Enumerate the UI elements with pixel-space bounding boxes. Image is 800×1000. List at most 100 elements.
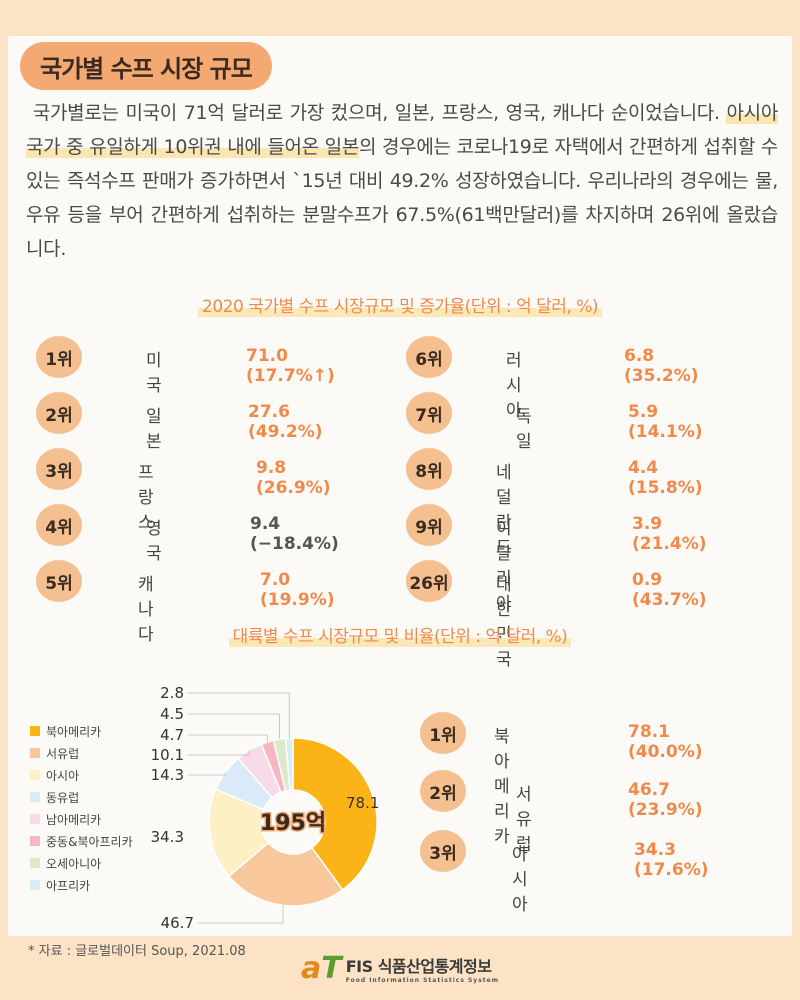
pie-value-label: 10.1	[151, 746, 184, 764]
country-value: 5.9 (14.1%)	[628, 402, 703, 442]
pie-title-text: 대륙별 수프 시장규모 및 비율(단위 : 억 달러, %)	[228, 627, 572, 647]
legend-item: 아시아	[30, 764, 133, 786]
legend-swatch	[30, 770, 40, 780]
country-name: 러시아	[506, 351, 522, 421]
rank-badge: 6위	[406, 336, 452, 378]
legend-item: 남아메리카	[30, 808, 133, 830]
country-value: 4.4 (15.8%)	[628, 458, 703, 498]
pie-value-label: 2.8	[160, 684, 184, 702]
rank-badge: 3위	[36, 448, 82, 490]
logo-sub-text: Food Information Statistics System	[345, 976, 499, 984]
logo-text: FIS 식품산업통계정보 Food Information Statistics…	[346, 953, 499, 984]
footer-logo: aT FIS 식품산업통계정보 Food Information Statist…	[0, 948, 800, 988]
continent-value: 46.7 (23.9%)	[628, 780, 703, 820]
country-name: 이탈리아	[496, 519, 512, 614]
country-value: 9.8 (26.9%)	[256, 458, 331, 498]
rank-badge: 9위	[406, 504, 452, 546]
pie-leader-line	[198, 905, 284, 924]
section-title: 국가별 수프 시장 규모	[20, 42, 272, 90]
ranking-title-text: 2020 국가별 수프 시장규모 및 증가율(단위 : 억 달러, %)	[198, 297, 602, 317]
legend-swatch	[30, 748, 40, 758]
logo-main-text: FIS 식품산업통계정보	[345, 956, 492, 976]
legend-item: 동유럽	[30, 786, 133, 808]
logo-letter-t: T	[321, 950, 342, 986]
continent-value: 34.3 (17.6%)	[634, 840, 709, 880]
pie-center-label: 195억	[260, 811, 326, 836]
country-name: 프랑스	[138, 463, 154, 533]
rank-badge: 1위	[420, 712, 466, 754]
legend-item: 중동&북아프리카	[30, 830, 133, 852]
at-logo-icon: aT	[301, 951, 342, 986]
country-value: 0.9 (43.7%)	[632, 570, 707, 610]
legend-swatch	[30, 814, 40, 824]
country-name: 미국	[146, 351, 162, 396]
pie-slice	[292, 737, 378, 891]
legend-label: 아시아	[46, 768, 80, 783]
legend-label: 남아메리카	[46, 812, 102, 827]
pie-leader-line	[188, 734, 268, 743]
legend-label: 오세아니아	[46, 856, 102, 871]
legend-item: 북아메리카	[30, 720, 133, 742]
legend-item: 서유럽	[30, 742, 133, 764]
continent-value: 78.1 (40.0%)	[628, 722, 703, 762]
legend-item: 오세아니아	[30, 852, 133, 874]
country-value: 9.4 (−18.4%)	[250, 514, 339, 554]
pie-leader-line	[188, 750, 250, 756]
pie-value-label: 78.1	[346, 794, 379, 812]
legend-item: 아프리카	[30, 874, 133, 896]
legend-label: 북아메리카	[46, 724, 102, 739]
ranking-title: 2020 국가별 수프 시장규모 및 증가율(단위 : 억 달러, %)	[8, 292, 792, 317]
pie-leader-line	[188, 692, 290, 739]
country-name: 네덜란드	[496, 463, 512, 558]
pie-slice	[208, 788, 270, 878]
country-value: 7.0 (19.9%)	[260, 570, 335, 610]
country-name: 독일	[516, 407, 532, 452]
continent-name: 서유럽	[516, 785, 532, 855]
country-value: 27.6 (49.2%)	[248, 402, 323, 442]
pie-slice	[227, 841, 344, 907]
rank-badge: 2위	[36, 392, 82, 434]
legend-label: 동유럽	[46, 790, 80, 805]
rank-badge: 1위	[36, 336, 82, 378]
legend-swatch	[30, 726, 40, 736]
country-name: 캐나다	[138, 575, 154, 645]
rank-badge: 2위	[420, 770, 466, 812]
pie-leader-line	[188, 772, 226, 776]
continent-name: 북아메리카	[494, 727, 510, 847]
rank-badge: 7위	[406, 392, 452, 434]
country-name: 영국	[146, 519, 162, 564]
legend-label: 아프리카	[46, 878, 91, 893]
legend-swatch	[30, 792, 40, 802]
legend-label: 중동&북아프리카	[46, 834, 133, 849]
pie-chart: 78.1 46.7 34.3 14.3 10.1 4.7 4.5 2.8 195억	[151, 684, 380, 932]
country-value: 3.9 (21.4%)	[632, 514, 707, 554]
content-panel: 국가별 수프 시장 규모 국가별로는 미국이 71억 달러로 가장 컸으며, 일…	[8, 36, 792, 959]
country-name: 일본	[146, 407, 162, 452]
pie-value-label: 14.3	[151, 766, 184, 784]
legend-label: 서유럽	[46, 746, 80, 761]
rank-badge: 4위	[36, 504, 82, 546]
pie-slice	[284, 737, 294, 791]
pie-value-label: 34.3	[151, 828, 184, 846]
pie-value-label: 4.7	[160, 726, 184, 744]
country-value: 6.8 (35.2%)	[624, 346, 699, 386]
pie-title: 대륙별 수프 시장규모 및 비율(단위 : 억 달러, %)	[8, 622, 792, 647]
continent-name: 아시아	[512, 845, 528, 915]
intro-part1: 국가별로는 미국이 71억 달러로 가장 컸으며, 일본, 프랑스, 영국, 캐…	[32, 102, 727, 124]
pie-value-label: 4.5	[160, 705, 184, 723]
legend-swatch	[30, 880, 40, 890]
country-value: 71.0 (17.7%↑)	[246, 346, 335, 386]
source-note: * 자료 : 글로벌데이터 Soup, 2021.08	[28, 944, 246, 959]
legend-swatch	[30, 858, 40, 868]
pie-value-label: 46.7	[161, 914, 194, 932]
rank-badge: 26위	[406, 560, 452, 602]
rank-badge: 3위	[420, 830, 466, 872]
intro-part2: 의 경우에는 코로나19로 자택에서 간편하게 섭취할 수 있는 즉석수프 판매…	[26, 136, 778, 260]
pie-leader-line	[188, 713, 280, 740]
pie-legend: 북아메리카 서유럽 아시아 동유럽 남아메리카 중동&북아프리카 오세아니아 아…	[30, 720, 133, 896]
rank-badge: 8위	[406, 448, 452, 490]
legend-swatch	[30, 836, 40, 846]
logo-letter-a: a	[301, 950, 322, 986]
rank-badge: 5위	[36, 560, 82, 602]
intro-paragraph: 국가별로는 미국이 71억 달러로 가장 컸으며, 일본, 프랑스, 영국, 캐…	[26, 96, 778, 266]
